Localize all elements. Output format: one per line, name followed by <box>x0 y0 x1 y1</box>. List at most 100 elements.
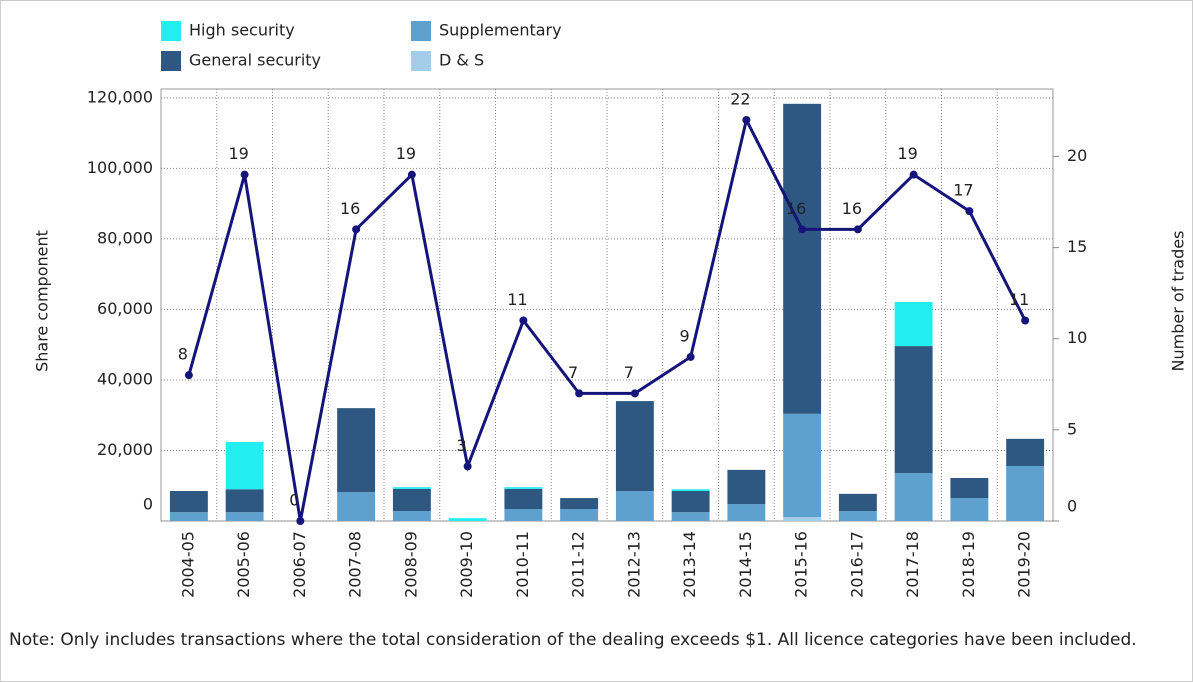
line-point <box>909 170 918 179</box>
bar-segment <box>615 401 654 492</box>
y-axis-title: Share component <box>33 230 52 372</box>
x-tick-label: 2011-12 <box>569 531 588 598</box>
line-point <box>519 316 528 325</box>
bar-segment <box>1006 438 1045 466</box>
y-tick-label: 20,000 <box>97 440 153 459</box>
data-label: 9 <box>680 326 690 345</box>
line-point <box>742 115 751 124</box>
data-label: 19 <box>897 144 917 163</box>
x-tick-label: 2016-17 <box>847 531 866 598</box>
bar-segment <box>894 473 933 521</box>
line-point <box>686 352 695 361</box>
x-tick-label: 2009-10 <box>457 531 476 598</box>
y-tick-label: 0 <box>143 495 153 514</box>
bar-segment <box>727 504 766 521</box>
line-point <box>798 225 807 234</box>
x-tick-label: 2010-11 <box>513 531 532 598</box>
y-tick-label: 40,000 <box>97 369 153 388</box>
legend-swatch <box>411 51 431 71</box>
data-label: 16 <box>340 199 360 218</box>
data-label: 11 <box>507 290 527 309</box>
data-label: 19 <box>396 144 416 163</box>
y2-tick-label: 5 <box>1067 419 1077 438</box>
bar-segment <box>225 489 264 513</box>
bar-segment <box>560 498 599 510</box>
y-tick-label: 60,000 <box>97 299 153 318</box>
x-tick-label: 2018-19 <box>959 531 978 598</box>
bar-segment <box>950 477 989 499</box>
line-point <box>463 462 472 471</box>
x-tick-label: 2012-13 <box>624 531 643 598</box>
legend-label: Supplementary <box>439 21 562 40</box>
data-label: 7 <box>568 363 578 382</box>
bar-segment <box>894 346 933 474</box>
data-label: 22 <box>730 89 750 108</box>
bar-segment <box>1006 465 1045 521</box>
data-label: 17 <box>953 181 973 200</box>
x-tick-label: 2008-09 <box>401 531 420 598</box>
data-label: 8 <box>178 345 188 364</box>
bar-segment <box>392 488 431 512</box>
bar-segment <box>392 487 431 489</box>
x-tick-label: 2017-18 <box>903 531 922 598</box>
line-point <box>853 225 862 234</box>
legend-swatch <box>411 21 431 41</box>
y-tick-label: 120,000 <box>87 87 153 106</box>
legend-swatch <box>161 51 181 71</box>
note: Note: Only includes transactions where t… <box>9 630 1137 650</box>
line-point <box>1021 316 1030 325</box>
y-tick-label: 100,000 <box>87 158 153 177</box>
x-tick-label: 2019-20 <box>1015 531 1034 598</box>
bar-segment <box>392 511 431 521</box>
data-label: 11 <box>1009 290 1029 309</box>
y-tick-label: 80,000 <box>97 228 153 247</box>
bar-segment <box>337 408 376 493</box>
bar-segment <box>950 498 989 521</box>
bar-segment <box>504 488 543 510</box>
y2-tick-label: 0 <box>1067 497 1077 516</box>
x-tick-label: 2005-06 <box>234 531 253 598</box>
x-tick-label: 2013-14 <box>680 531 699 598</box>
line <box>187 115 1027 522</box>
bar-segment <box>838 493 877 512</box>
data-label: 0 <box>289 491 299 510</box>
y2-tick-label: 10 <box>1067 328 1087 347</box>
bar-segment <box>560 509 599 521</box>
bar-segment <box>169 491 208 513</box>
bar-segment <box>504 487 543 489</box>
x-tick-label: 2014-15 <box>736 531 755 598</box>
line-point <box>630 389 639 398</box>
data-label: 19 <box>228 144 248 163</box>
bar-segment <box>671 491 710 513</box>
x-tick-label: 2015-16 <box>792 531 811 598</box>
bar-segment <box>671 512 710 521</box>
line-point <box>296 517 305 525</box>
line-point <box>184 371 193 380</box>
bar-segment <box>838 511 877 521</box>
y2-axis-title: Number of trades <box>1169 231 1188 372</box>
bar-segment <box>448 518 487 521</box>
data-label: 3 <box>457 436 467 455</box>
bar-segment <box>727 469 766 505</box>
bar-segment <box>615 491 654 521</box>
bar-segment <box>225 512 264 521</box>
y2-tick-label: 20 <box>1067 146 1087 165</box>
bar-segment <box>169 512 208 521</box>
bar-segment <box>783 413 822 518</box>
bar-segment <box>783 517 822 521</box>
bar-segment <box>783 103 822 414</box>
bar-segment <box>671 489 710 492</box>
x-tick-label: 2006-07 <box>290 531 309 598</box>
legend-label: High security <box>189 21 295 40</box>
data-label: 7 <box>624 363 634 382</box>
data-label: 16 <box>786 199 806 218</box>
y2-tick-label: 15 <box>1067 237 1087 256</box>
legend-swatch <box>161 21 181 41</box>
line-point <box>240 170 249 179</box>
bar-segment <box>225 442 264 490</box>
chart: Share component Number of trades 0 20,000… <box>33 21 1188 598</box>
x-tick-label: 2007-08 <box>346 531 365 598</box>
line-point <box>352 225 361 234</box>
legend-label: D & S <box>439 51 484 70</box>
